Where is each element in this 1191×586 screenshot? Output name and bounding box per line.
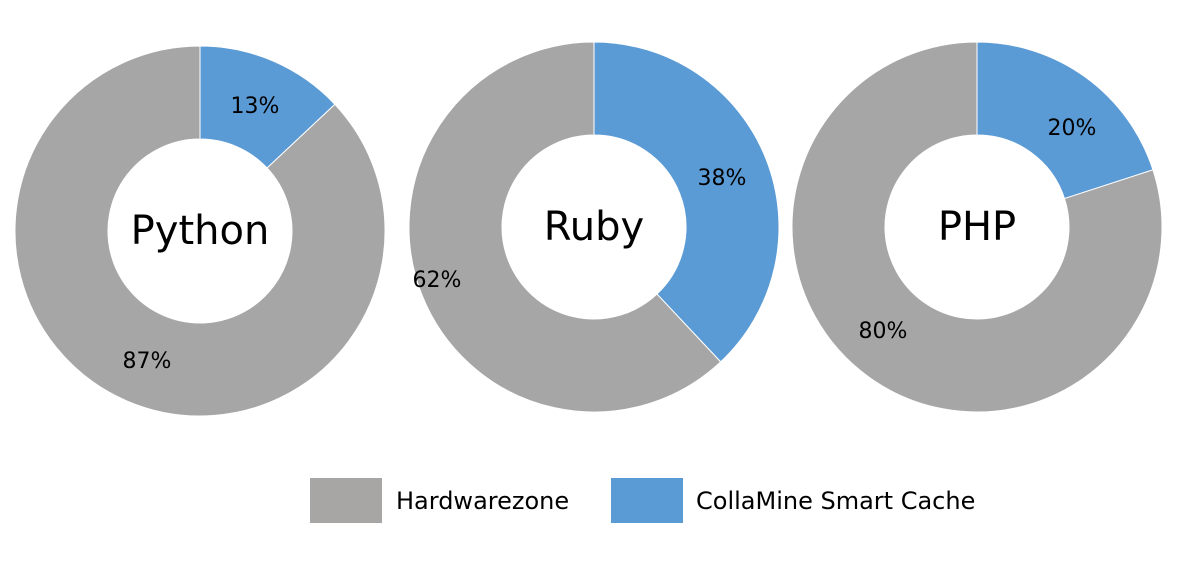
data-label-python-hardwarezone: 87% [123,349,172,374]
donut-ruby: 38% 62% Ruby [408,41,780,413]
data-label-php-hardwarezone: 80% [859,319,908,344]
donut-hole [502,135,686,319]
data-label-python-collamine-smart-cache: 13% [231,94,280,119]
legend: Hardwarezone CollaMine Smart Cache [310,478,975,523]
data-label-ruby-collamine-smart-cache: 38% [698,166,747,191]
legend-swatch-hardwarezone [310,478,382,523]
slice-php-collamine-smart-cache [976,41,1154,200]
donut-title-php: PHP [938,204,1016,250]
donut-title-ruby: Ruby [544,204,644,250]
data-label-ruby-hardwarezone: 62% [413,268,462,293]
donut-title-python: Python [131,208,270,254]
donut-hole [108,139,292,323]
donut-python: 13% 87% Python [14,45,386,417]
legend-label-hardwarezone: Hardwarezone [396,487,569,515]
data-label-php-collamine-smart-cache: 20% [1048,116,1097,141]
donut-hole [885,135,1069,319]
legend-label-collamine: CollaMine Smart Cache [696,487,975,515]
legend-swatch-collamine [611,478,683,523]
donut-php: 20% 80% PHP [791,41,1163,413]
